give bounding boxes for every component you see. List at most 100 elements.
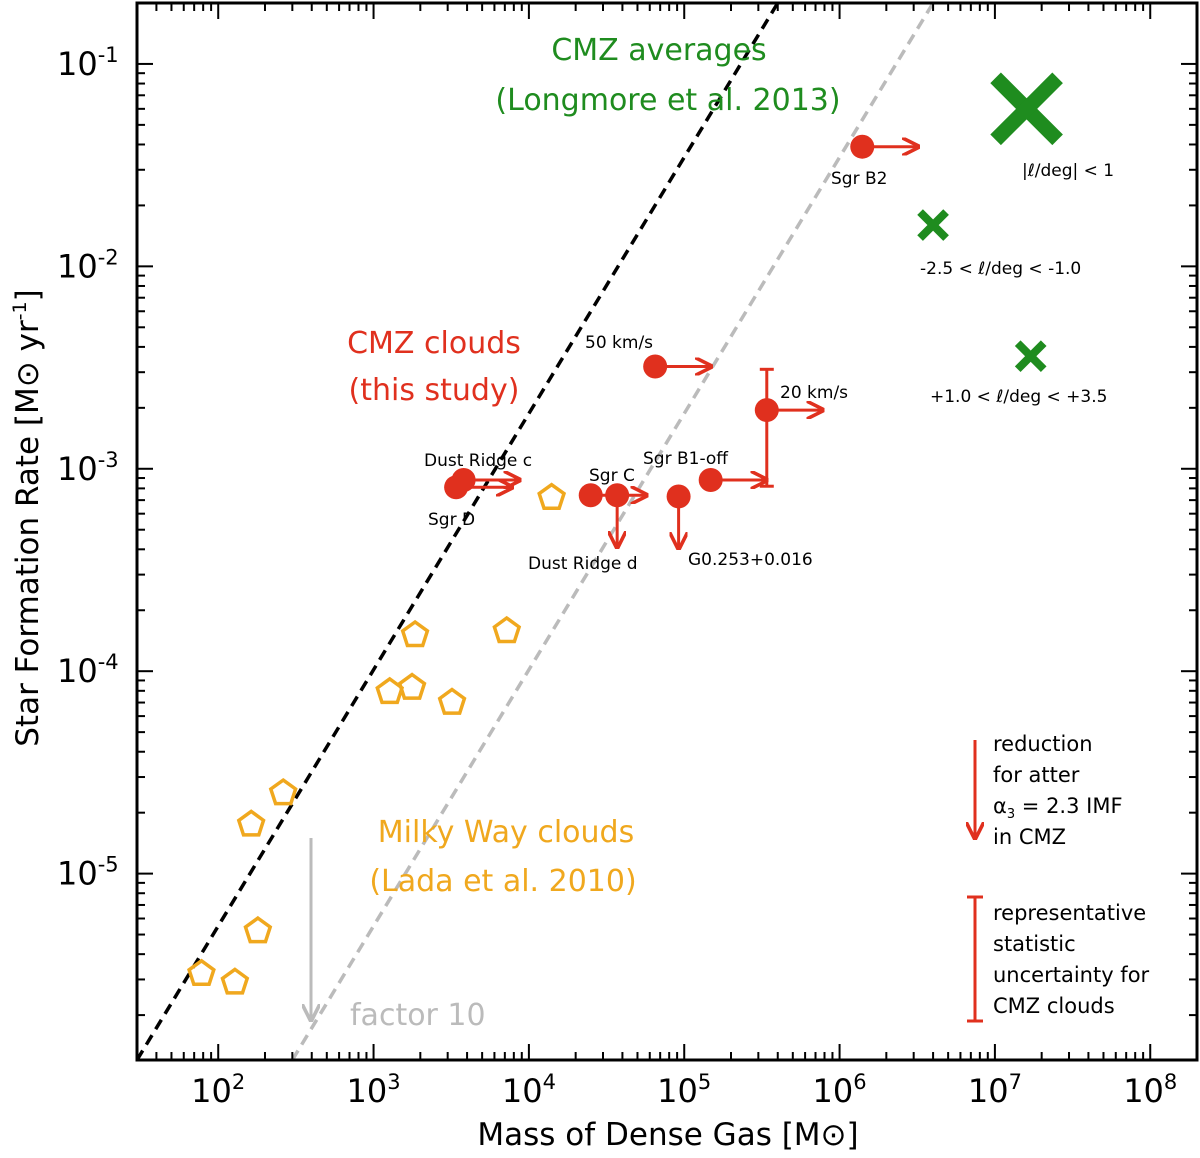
cmz-cloud-label: 20 km/s [780, 383, 848, 403]
y-tick-label: 10-1 [57, 43, 119, 83]
y-tick-exponent: -5 [98, 853, 119, 877]
x-tick-exponent: 6 [853, 1070, 866, 1094]
x-tick-exponent: 7 [1009, 1070, 1022, 1094]
factor-10-label: factor 10 [350, 998, 486, 1033]
x-tick-base: 10 [502, 1072, 543, 1110]
cmz-averages-ref: (Longmore et al. 2013) [495, 83, 840, 118]
cmz-cloud-point [754, 398, 779, 423]
milky-way-cloud-point [236, 809, 266, 837]
reduction-note-2: for atter [993, 763, 1080, 787]
cmz-cloud-label: Sgr D [428, 510, 475, 530]
cmz-cloud-point [643, 354, 668, 379]
y-tick-exponent: -1 [98, 43, 119, 67]
cmz-cloud-label: 50 km/s [585, 333, 653, 353]
cmz-cloud-point [698, 468, 723, 493]
y-tick-base: 10 [57, 247, 98, 285]
milky-way-cloud-point [437, 687, 467, 715]
x-tick-label: 108 [1123, 1070, 1177, 1110]
milky-way-cloud-point [243, 915, 273, 944]
x-tick-base: 10 [657, 1072, 698, 1110]
x-tick-base: 10 [968, 1072, 1009, 1110]
x-tick-exponent: 3 [387, 1070, 400, 1094]
x-axis-title: Mass of Dense Gas [M⊙] [477, 1117, 858, 1153]
reduction-note-1: reduction [993, 732, 1093, 756]
uncertainty-note-1: representative [993, 901, 1146, 925]
milky-way-cloud-point [268, 777, 298, 806]
y-tick-label: 10-4 [57, 650, 119, 690]
cmz-clouds-ref: (this study) [349, 373, 520, 408]
uncertainty-note-3: uncertainty for [993, 963, 1150, 987]
cmz-average-marker [917, 209, 949, 241]
x-tick-exponent: 4 [543, 1070, 556, 1094]
plot-lines [137, 3, 935, 1060]
y-axis-title-close: ] [10, 289, 46, 301]
y-tick-base: 10 [57, 450, 98, 488]
x-tick-exponent: 2 [232, 1070, 245, 1094]
cmz-cloud-point [444, 475, 469, 500]
milky-way-cloud-point [537, 482, 567, 510]
milky-way-cloud-point [220, 967, 250, 995]
y-tick-label: 10-3 [57, 448, 119, 488]
cmz-cloud-label: G0.253+0.016 [688, 550, 813, 570]
y-axis-title-main: Star Formation Rate [M⊙ yr [10, 320, 46, 747]
milky-way-cloud-point [492, 615, 522, 644]
y-tick-base: 10 [57, 652, 98, 690]
y-tick-exponent: -4 [98, 650, 119, 674]
x-tick-label: 107 [968, 1070, 1022, 1110]
cmz-average-label: +1.0 < ℓ/deg < +3.5 [930, 387, 1107, 407]
reduction-note-4: in CMZ [993, 825, 1066, 849]
cmz-cloud-point [850, 134, 875, 159]
alpha-value: = 2.3 IMF [1015, 794, 1122, 818]
milky-way-title: Milky Way clouds [378, 815, 634, 850]
x-tick-base: 10 [1123, 1072, 1164, 1110]
y-axis-title-exp: -1 [9, 301, 31, 320]
cmz-average-marker [1014, 340, 1047, 372]
y-tick-base: 10 [57, 855, 98, 893]
axes-frame: 102 103 104 105 106 107 10810-510-410-310-210-… [57, 1, 1199, 1110]
x-tick-label: 105 [657, 1070, 711, 1110]
milky-way-cloud-point [397, 672, 427, 700]
uncertainty-note-2: statistic [993, 932, 1076, 956]
milky-way-ref: (Lada et al. 2010) [369, 864, 636, 899]
x-tick-label: 103 [347, 1070, 401, 1110]
x-tick-base: 10 [347, 1072, 388, 1110]
cmz-cloud-label: Dust Ridge d [528, 554, 638, 574]
uncertainty-note-4: CMZ clouds [993, 994, 1115, 1018]
y-tick-label: 10-2 [57, 245, 119, 285]
reference-line-black [137, 3, 780, 1060]
x-tick-label: 104 [502, 1070, 556, 1110]
y-tick-exponent: -3 [98, 448, 119, 472]
cmz-cloud-label: Sgr C [589, 466, 635, 486]
x-tick-exponent: 5 [698, 1070, 711, 1094]
y-axis-title: Star Formation Rate [M⊙ yr-1] [9, 289, 46, 747]
reduction-note-3: α3 = 2.3 IMF [993, 794, 1123, 822]
y-tick-exponent: -2 [98, 245, 119, 269]
cmz-average-label: |ℓ/deg| < 1 [1022, 161, 1114, 181]
cmz-cloud-label: Sgr B2 [831, 169, 887, 189]
x-tick-label: 106 [813, 1070, 867, 1110]
x-tick-base: 10 [191, 1072, 232, 1110]
x-tick-base: 10 [813, 1072, 854, 1110]
cmz-cloud-point [578, 483, 603, 508]
cmz-clouds-title: CMZ clouds [347, 326, 521, 361]
y-tick-label: 10-5 [57, 853, 119, 893]
milky-way-cloud-point [400, 619, 430, 648]
cmz-averages-title: CMZ averages [551, 33, 766, 68]
alpha-subscript: 3 [1007, 807, 1015, 822]
cmz-cloud-label: Sgr B1-off [643, 449, 729, 469]
milky-way-cloud-point [375, 676, 405, 705]
milky-way-cloud-point [187, 958, 216, 987]
data-marks: Dust Ridge c Sgr D Sgr C Dust Ridge d G0.253… [187, 72, 1114, 995]
reference-line-gray [290, 3, 935, 1060]
cmz-cloud-point [666, 484, 691, 509]
cmz-average-marker [990, 72, 1063, 146]
x-tick-label: 102 [191, 1070, 245, 1110]
y-tick-base: 10 [57, 45, 98, 83]
alpha-symbol: α [993, 794, 1007, 818]
uncertainty-bar [967, 895, 983, 1023]
cmz-cloud-label: Dust Ridge c [424, 451, 532, 471]
plot-frame [135, 1, 1199, 1062]
cmz-average-label: -2.5 < ℓ/deg < -1.0 [920, 259, 1081, 279]
cmz-cloud-point [605, 483, 630, 508]
